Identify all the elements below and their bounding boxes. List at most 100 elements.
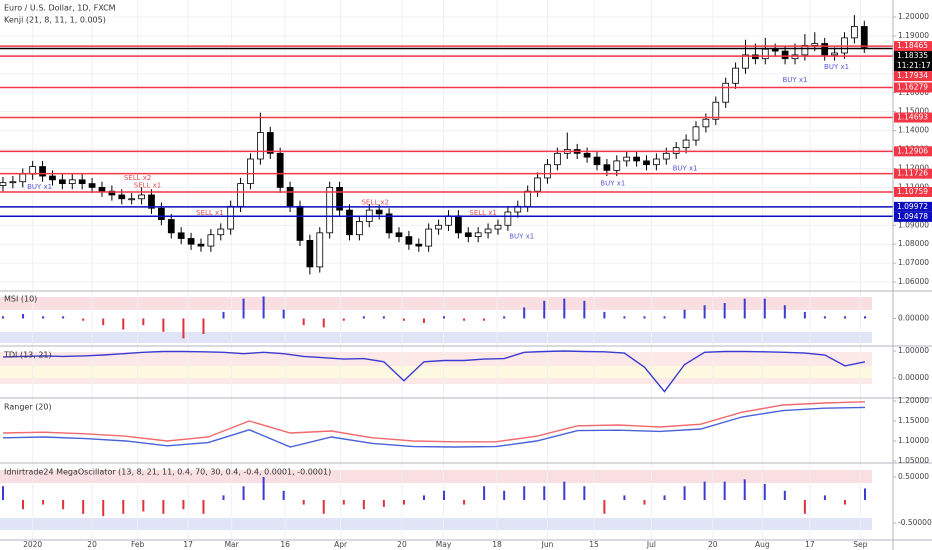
- candle-body: [385, 213, 393, 234]
- candle-body: [494, 224, 502, 230]
- candle-body: [742, 54, 749, 69]
- histogram-bar: [422, 495, 425, 500]
- histogram-bar: [22, 314, 25, 319]
- candle-body: [237, 183, 244, 207]
- candle-body: [395, 232, 403, 238]
- histogram-bar: [683, 486, 686, 500]
- histogram-bar: [362, 499, 365, 510]
- y-tick-label: 1.11000: [898, 182, 929, 191]
- price-label: 1.09972: [897, 202, 928, 211]
- histogram-bar: [503, 490, 506, 500]
- tdi-mid-band: [0, 366, 872, 378]
- x-tick-label: May: [436, 540, 452, 549]
- histogram-bar: [603, 311, 606, 319]
- y-tick-label: 1.08000: [898, 239, 929, 248]
- histogram-bar: [443, 316, 446, 319]
- histogram-bar: [382, 316, 385, 319]
- price-label-bg: [894, 211, 932, 222]
- candle-body: [682, 139, 690, 149]
- histogram-bar: [783, 490, 786, 500]
- histogram-bar: [523, 486, 526, 500]
- histogram-bar: [222, 311, 225, 319]
- tdi-lower-band: [0, 378, 872, 384]
- candle-body: [583, 152, 591, 158]
- y-tick-label: 1.09000: [898, 220, 929, 229]
- y-tick-label: 0.00000: [898, 314, 929, 323]
- candle-body: [138, 194, 145, 200]
- histogram-bar: [82, 318, 85, 321]
- price-label: 1.09478: [897, 212, 928, 221]
- candle-body: [19, 173, 27, 183]
- y-tick-label: 1.00000: [898, 346, 929, 355]
- y-tick-label: -0.50000: [898, 518, 932, 527]
- candle-body: [217, 228, 225, 236]
- histogram-bar: [102, 499, 105, 517]
- msi-lower-band: [0, 332, 872, 343]
- histogram-bar: [162, 499, 165, 514]
- histogram-bar: [2, 486, 4, 500]
- x-tick-label: Aug: [755, 540, 770, 549]
- y-tick-label: 1.20000: [898, 396, 929, 405]
- histogram-bar: [62, 499, 65, 510]
- histogram-bar: [823, 316, 826, 319]
- histogram-bar: [703, 481, 706, 500]
- histogram-bar: [82, 499, 85, 514]
- histogram-bar: [443, 490, 446, 500]
- candle-body: [276, 152, 284, 188]
- x-tick-label: 20: [397, 540, 407, 549]
- candle-body: [662, 152, 670, 160]
- candle-body: [712, 101, 720, 120]
- histogram-bar: [182, 499, 185, 510]
- candle-body: [811, 43, 819, 46]
- candle-body: [207, 234, 215, 247]
- histogram-bar: [262, 296, 265, 319]
- panel-title: MSI (10): [4, 295, 37, 304]
- candle-body: [59, 179, 66, 185]
- histogram-bar: [463, 499, 466, 505]
- histogram-bar: [142, 499, 145, 512]
- candle-body: [633, 156, 640, 162]
- histogram-bar: [743, 298, 746, 319]
- y-tick-label: 1.15000: [898, 107, 929, 116]
- labels: Euro / U.S. Dollar, 1D, FXCM Kenji (21, …: [3, 4, 331, 477]
- histogram-bar: [362, 316, 365, 319]
- panel-title: Idnirtrade24 MegaOscillator (13, 8, 21, …: [4, 468, 331, 477]
- panel-title: Ranger (20): [4, 403, 52, 412]
- price-label-bg: [894, 71, 932, 82]
- histogram-bar: [382, 499, 385, 507]
- candle-body: [474, 232, 482, 238]
- signal-label: SELL x2: [124, 174, 152, 182]
- histogram-bar: [643, 316, 646, 319]
- histogram-bar: [142, 318, 145, 326]
- histogram-bar: [603, 499, 606, 514]
- candle-body: [326, 187, 334, 234]
- histogram-bar: [242, 486, 245, 500]
- histogram-bar: [102, 318, 105, 326]
- signal-label: BUY x1: [824, 63, 849, 71]
- histogram-bar: [543, 300, 546, 319]
- y-tick-label: 1.14000: [898, 126, 929, 135]
- mega-lower-band: [0, 518, 872, 530]
- signal-label: SELL x2: [361, 199, 389, 207]
- histogram-bar: [843, 499, 846, 505]
- histogram-bar: [763, 298, 766, 319]
- x-tick-label: 20: [708, 540, 718, 549]
- candle-body: [286, 187, 294, 207]
- histogram-bar: [302, 318, 305, 326]
- candle-body: [445, 215, 452, 226]
- histogram-bar: [42, 499, 45, 505]
- price-label: 1.17934: [897, 71, 928, 80]
- y-tick-label: 1.19000: [898, 31, 929, 40]
- histogram-bar: [723, 303, 726, 319]
- x-tick-label: 18: [492, 540, 502, 549]
- axes: 1.06000 1.07000 1.08000 1.09000 1.10000 1.110…: [23, 12, 932, 549]
- candle-body: [227, 205, 235, 230]
- candle-body: [464, 232, 472, 238]
- histogram-bar: [663, 495, 666, 500]
- msi-upper-band: [0, 297, 872, 310]
- candle-body: [831, 52, 838, 56]
- price-label-bg: [894, 168, 932, 179]
- histogram-bar: [843, 316, 846, 319]
- histogram-bar: [42, 316, 45, 319]
